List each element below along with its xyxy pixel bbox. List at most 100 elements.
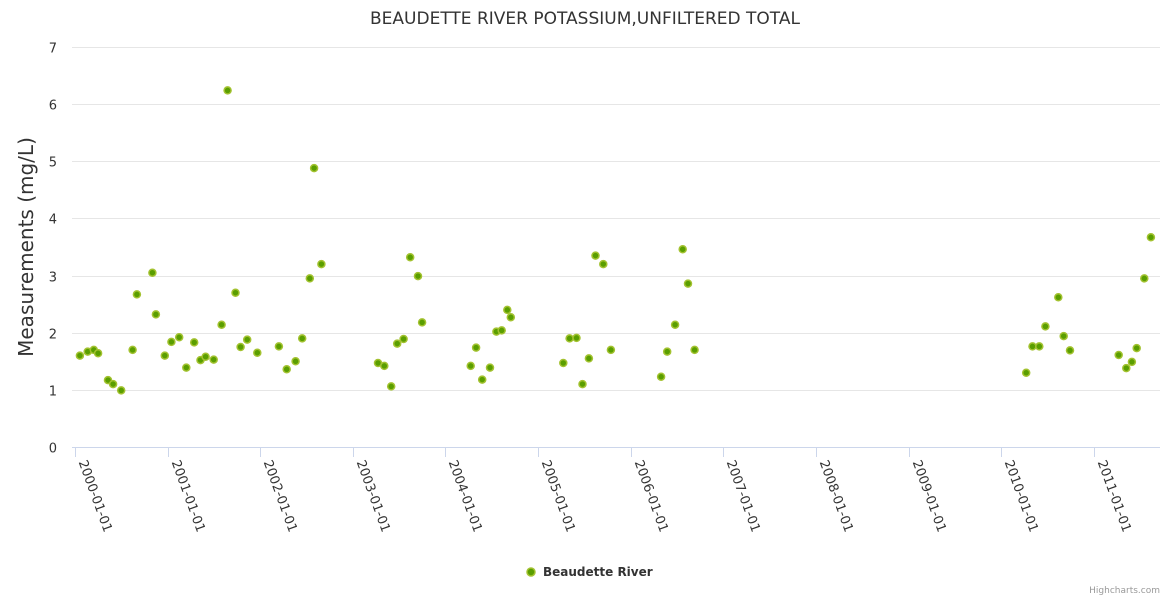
data-point[interactable]	[578, 379, 587, 389]
data-point[interactable]	[253, 348, 262, 357]
data-point[interactable]	[497, 326, 506, 335]
data-point[interactable]	[380, 361, 389, 371]
data-point[interactable]	[683, 279, 693, 288]
data-point[interactable]	[690, 345, 699, 355]
data-point[interactable]	[599, 259, 608, 269]
data-point[interactable]	[417, 318, 427, 327]
data-point[interactable]	[405, 253, 415, 262]
series-points	[75, 86, 1156, 395]
x-tick-label: 2007-01-01	[723, 458, 763, 534]
data-point[interactable]	[471, 343, 481, 352]
x-tick-label: 2004-01-01	[445, 458, 485, 534]
data-point[interactable]	[662, 347, 672, 356]
data-point[interactable]	[1028, 342, 1037, 351]
x-tick-label: 2009-01-01	[909, 458, 949, 534]
data-point[interactable]	[291, 357, 300, 366]
legend-label: Beaudette River	[543, 565, 653, 579]
data-point[interactable]	[1065, 346, 1075, 355]
y-axis-tick-labels: 0 1 2 3 4 5 6 7	[49, 42, 57, 457]
data-point[interactable]	[572, 333, 581, 343]
gridlines	[72, 47, 1160, 391]
data-point[interactable]	[506, 313, 516, 322]
x-tick-label: 2008-01-01	[816, 458, 856, 534]
credit-text[interactable]: Highcharts.com	[1089, 586, 1160, 596]
y-tick-label: 5	[49, 156, 57, 171]
data-point[interactable]	[305, 274, 315, 283]
data-point[interactable]	[386, 382, 396, 391]
y-axis-label: Measurements (mg/L)	[14, 137, 38, 357]
x-tick-label: 2011-01-01	[1094, 458, 1134, 534]
x-tick-label: 2003-01-01	[353, 458, 393, 534]
data-point[interactable]	[108, 379, 118, 389]
data-point[interactable]	[1140, 274, 1149, 283]
data-point[interactable]	[399, 334, 408, 344]
y-tick-label: 0	[49, 442, 57, 457]
data-point[interactable]	[584, 354, 594, 363]
legend[interactable]: Beaudette River	[526, 565, 653, 579]
data-point[interactable]	[223, 86, 232, 95]
data-point[interactable]	[466, 361, 475, 371]
y-tick-label: 6	[49, 99, 57, 114]
data-point[interactable]	[503, 305, 512, 315]
data-point[interactable]	[217, 320, 226, 329]
data-point[interactable]	[1054, 293, 1063, 302]
data-point[interactable]	[174, 333, 184, 342]
data-point[interactable]	[209, 355, 218, 364]
data-point[interactable]	[317, 259, 326, 269]
data-point[interactable]	[656, 372, 666, 381]
data-point[interactable]	[151, 310, 161, 319]
data-point[interactable]	[1132, 343, 1141, 353]
data-point[interactable]	[128, 345, 137, 355]
x-tick-label: 2001-01-01	[168, 458, 208, 534]
y-tick-label: 2	[49, 328, 57, 343]
legend-marker	[526, 567, 536, 577]
x-tick-label: 2010-01-01	[1001, 458, 1041, 534]
data-point[interactable]	[182, 363, 191, 372]
x-axis-ticks: 2000-01-01 2001-01-01 2002-01-01 2003-01-01…	[75, 447, 1134, 534]
y-tick-label: 3	[49, 271, 57, 286]
data-point[interactable]	[477, 375, 487, 384]
data-point[interactable]	[282, 365, 291, 374]
data-point[interactable]	[559, 358, 568, 368]
data-point[interactable]	[591, 251, 600, 260]
y-tick-label: 1	[49, 385, 57, 400]
data-point[interactable]	[565, 334, 574, 343]
data-point[interactable]	[485, 363, 495, 372]
x-tick-label: 2000-01-01	[75, 458, 115, 534]
data-point[interactable]	[189, 338, 199, 347]
data-point[interactable]	[148, 268, 157, 277]
x-tick-label: 2002-01-01	[260, 458, 300, 534]
data-point[interactable]	[242, 335, 252, 344]
data-point[interactable]	[93, 349, 103, 358]
data-point[interactable]	[116, 386, 126, 395]
data-point[interactable]	[1041, 322, 1050, 331]
x-tick-label: 2005-01-01	[538, 458, 578, 534]
data-point[interactable]	[167, 337, 176, 347]
data-point[interactable]	[1122, 363, 1131, 373]
x-tick-label: 2006-01-01	[631, 458, 671, 534]
y-tick-label: 7	[49, 42, 57, 57]
data-point[interactable]	[75, 351, 85, 360]
y-tick-label: 4	[49, 213, 57, 228]
data-point[interactable]	[606, 345, 616, 355]
data-point[interactable]	[1146, 233, 1156, 242]
data-point[interactable]	[1059, 331, 1068, 341]
data-point[interactable]	[297, 334, 307, 343]
data-point[interactable]	[413, 271, 423, 281]
data-point[interactable]	[392, 339, 402, 348]
data-point[interactable]	[274, 342, 284, 351]
data-point[interactable]	[132, 290, 142, 299]
chart-title: BEAUDETTE RIVER POTASSIUM,UNFILTERED TOT…	[370, 9, 800, 29]
data-point[interactable]	[160, 351, 170, 360]
data-point[interactable]	[309, 163, 319, 173]
data-point[interactable]	[201, 352, 210, 361]
data-point[interactable]	[1114, 350, 1123, 360]
data-point[interactable]	[1127, 357, 1137, 367]
data-point[interactable]	[678, 245, 687, 254]
data-point[interactable]	[1021, 368, 1031, 377]
data-point[interactable]	[1035, 342, 1044, 351]
data-point[interactable]	[670, 320, 680, 329]
data-point[interactable]	[231, 288, 240, 297]
data-point[interactable]	[236, 342, 245, 352]
